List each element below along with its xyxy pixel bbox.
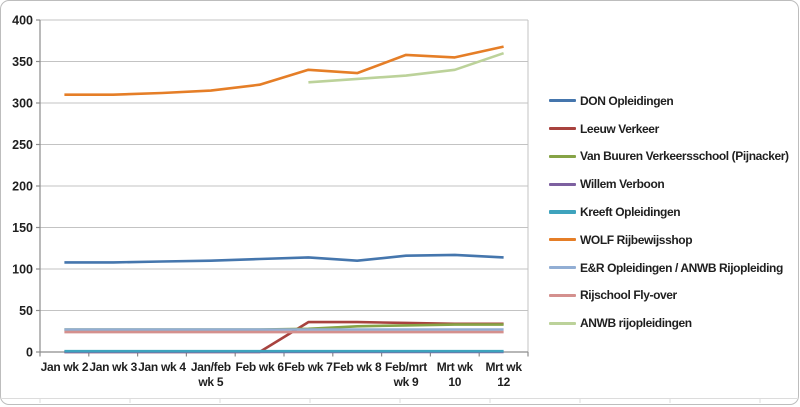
legend-label: Leeuw Verkeer [580,121,659,136]
x-axis-label: Jan wk 3 [89,360,137,374]
x-axis-label: Jan/feb wk 5 [191,360,231,389]
x-axis-label: Mrt wk 12 [485,360,522,389]
legend-swatch-line [549,321,576,325]
x-axis-label: Jan wk 4 [138,360,186,374]
x-axis-label-line: Feb wk 6 [235,360,284,374]
x-axis-label: Feb/mrt wk 9 [385,360,427,389]
series-line-leeuw-verkeer [64,320,504,354]
legend-item: ANWB rijopleidingen [549,309,797,337]
legend-swatch-line [549,127,576,131]
legend-swatch-line [549,238,576,242]
legend-label: Van Buuren Verkeersschool (Pijnacker) [580,149,789,164]
y-axis-tick-label: 50 [19,304,33,318]
x-axis-label-line: Jan wk 4 [138,360,186,374]
legend-label: E&R Opleidingen / ANWB Rijopleiding [580,260,783,275]
series-line-wolf-rijbewijsshop [64,45,504,96]
x-axis-label-line: Feb/mrt [385,360,427,374]
y-axis-tick-label: 150 [12,221,33,235]
y-axis-tick-label: 200 [12,180,33,194]
legend-item: WOLF Rijbewijsshop [549,226,797,254]
legend-item: Rijschool Fly-over [549,282,797,310]
x-axis-label-line: wk 5 [197,375,223,389]
legend-swatch-line [549,99,576,103]
x-axis-label-line: Feb wk 8 [333,360,382,374]
legend-label: ANWB rijopleidingen [580,316,692,331]
y-axis-tick-label: 300 [12,97,33,111]
x-axis-label-line: 10 [448,375,461,389]
legend-item: Van Buuren Verkeersschool (Pijnacker) [549,143,797,171]
x-axis-label-line: Jan wk 2 [41,360,89,374]
x-axis-label: Jan wk 2 [41,360,89,374]
chart-legend: DON Opleidingen Leeuw Verkeer Van Buuren V… [549,87,797,337]
x-axis-label-line: Mrt wk [485,360,522,374]
legend-label: Rijschool Fly-over [580,288,677,303]
legend-item: E&R Opleidingen / ANWB Rijopleiding [549,254,797,282]
x-axis-label-line: Jan/feb [191,360,231,374]
x-axis-label-line: 12 [497,375,510,389]
legend-item: Leeuw Verkeer [549,115,797,143]
legend-item: DON Opleidingen [549,87,797,115]
y-axis-tick-label: 350 [12,55,33,69]
y-axis-tick-label: 250 [12,138,33,152]
x-axis-label: Feb wk 6 [235,360,284,374]
legend-swatch-line [549,293,576,298]
legend-label: DON Opleidingen [580,93,674,108]
legend-swatch-line [549,210,576,214]
x-axis-label: Mrt wk 10 [437,360,474,389]
y-axis-tick-label: 400 [12,14,33,28]
series-line-anwb-rijopleidingen [308,51,505,84]
legend-label: WOLF Rijbewijsshop [580,232,693,247]
y-axis-tick-label: 100 [12,263,33,277]
x-axis-label: Feb wk 8 [333,360,382,374]
legend-swatch-line [549,266,576,270]
legend-label: Kreeft Opleidingen [580,205,681,220]
x-axis-label: Feb wk 7 [284,360,333,374]
legend-swatch-line [549,154,576,159]
y-axis-tick-label: 0 [26,346,33,360]
series-line-don-opleidingen [64,253,504,264]
legend-item: Willem Verboon [549,170,797,198]
legend-swatch-line [549,182,576,186]
x-axis-label-line: Mrt wk [437,360,474,374]
legend-item: Kreeft Opleidingen [549,198,797,226]
x-axis-label-line: Feb wk 7 [284,360,333,374]
x-axis-label-line: wk 9 [393,375,419,389]
legend-label: Willem Verboon [580,177,665,192]
x-axis-label-line: Jan wk 3 [89,360,137,374]
